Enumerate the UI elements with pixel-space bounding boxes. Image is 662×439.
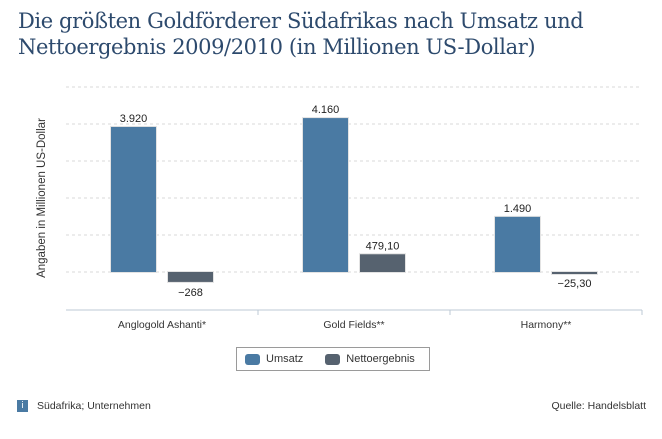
bar-netto-2[interactable] (552, 272, 597, 274)
legend-label-umsatz: Umsatz (266, 353, 304, 365)
data-labels: 3.920 −268 4.160 479,10 1.490 −25,30 (120, 104, 592, 299)
bar-umsatz-0[interactable] (111, 126, 156, 273)
bar-umsatz-1[interactable] (303, 118, 348, 272)
data-label-umsatz-2: 1.490 (504, 203, 532, 215)
chart-title-line-2: Nettoergebnis 2009/2010 (in Millionen US… (18, 35, 536, 59)
legend: Umsatz Nettoergebnis (236, 347, 430, 371)
y-axis-label: Angaben in Millionen US-Dollar (36, 118, 48, 278)
bars (110, 117, 598, 283)
legend-swatch-nettoergebnis (325, 353, 341, 365)
bar-umsatz-2[interactable] (495, 216, 540, 272)
x-axis: Anglogold Ashanti* Gold Fields** Harmony** (66, 309, 643, 331)
data-label-umsatz-0: 3.920 (120, 113, 148, 125)
footer-note-text: Südafrika; Unternehmen (37, 400, 151, 412)
x-tick-label: Harmony** (521, 319, 572, 331)
chart-title-line-1: Die größten Goldförderer Südafrikas nach… (18, 9, 584, 33)
x-tick-label: Anglogold Ashanti* (118, 319, 206, 331)
data-label-netto-0: −268 (178, 287, 203, 299)
data-label-netto-1: 479,10 (366, 240, 400, 252)
legend-label-nettoergebnis: Nettoergebnis (346, 353, 415, 365)
legend-swatch-umsatz (245, 353, 260, 365)
footer-source: Quelle: Handelsblatt (551, 400, 646, 412)
legend-item-nettoergebnis: Nettoergebnis (325, 353, 415, 365)
info-icon[interactable]: i (17, 400, 28, 412)
legend-item-umsatz: Umsatz (245, 353, 303, 365)
gridlines (66, 86, 642, 273)
bar-netto-1[interactable] (360, 254, 405, 272)
footer-note: i Südafrika; Unternehmen (17, 400, 151, 412)
chart-title: Die größten Goldförderer Südafrikas nach… (18, 8, 658, 60)
data-label-umsatz-1: 4.160 (312, 104, 340, 116)
x-tick-label: Gold Fields** (323, 319, 384, 331)
data-label-netto-2: −25,30 (558, 278, 592, 290)
bar-netto-0[interactable] (168, 272, 213, 282)
